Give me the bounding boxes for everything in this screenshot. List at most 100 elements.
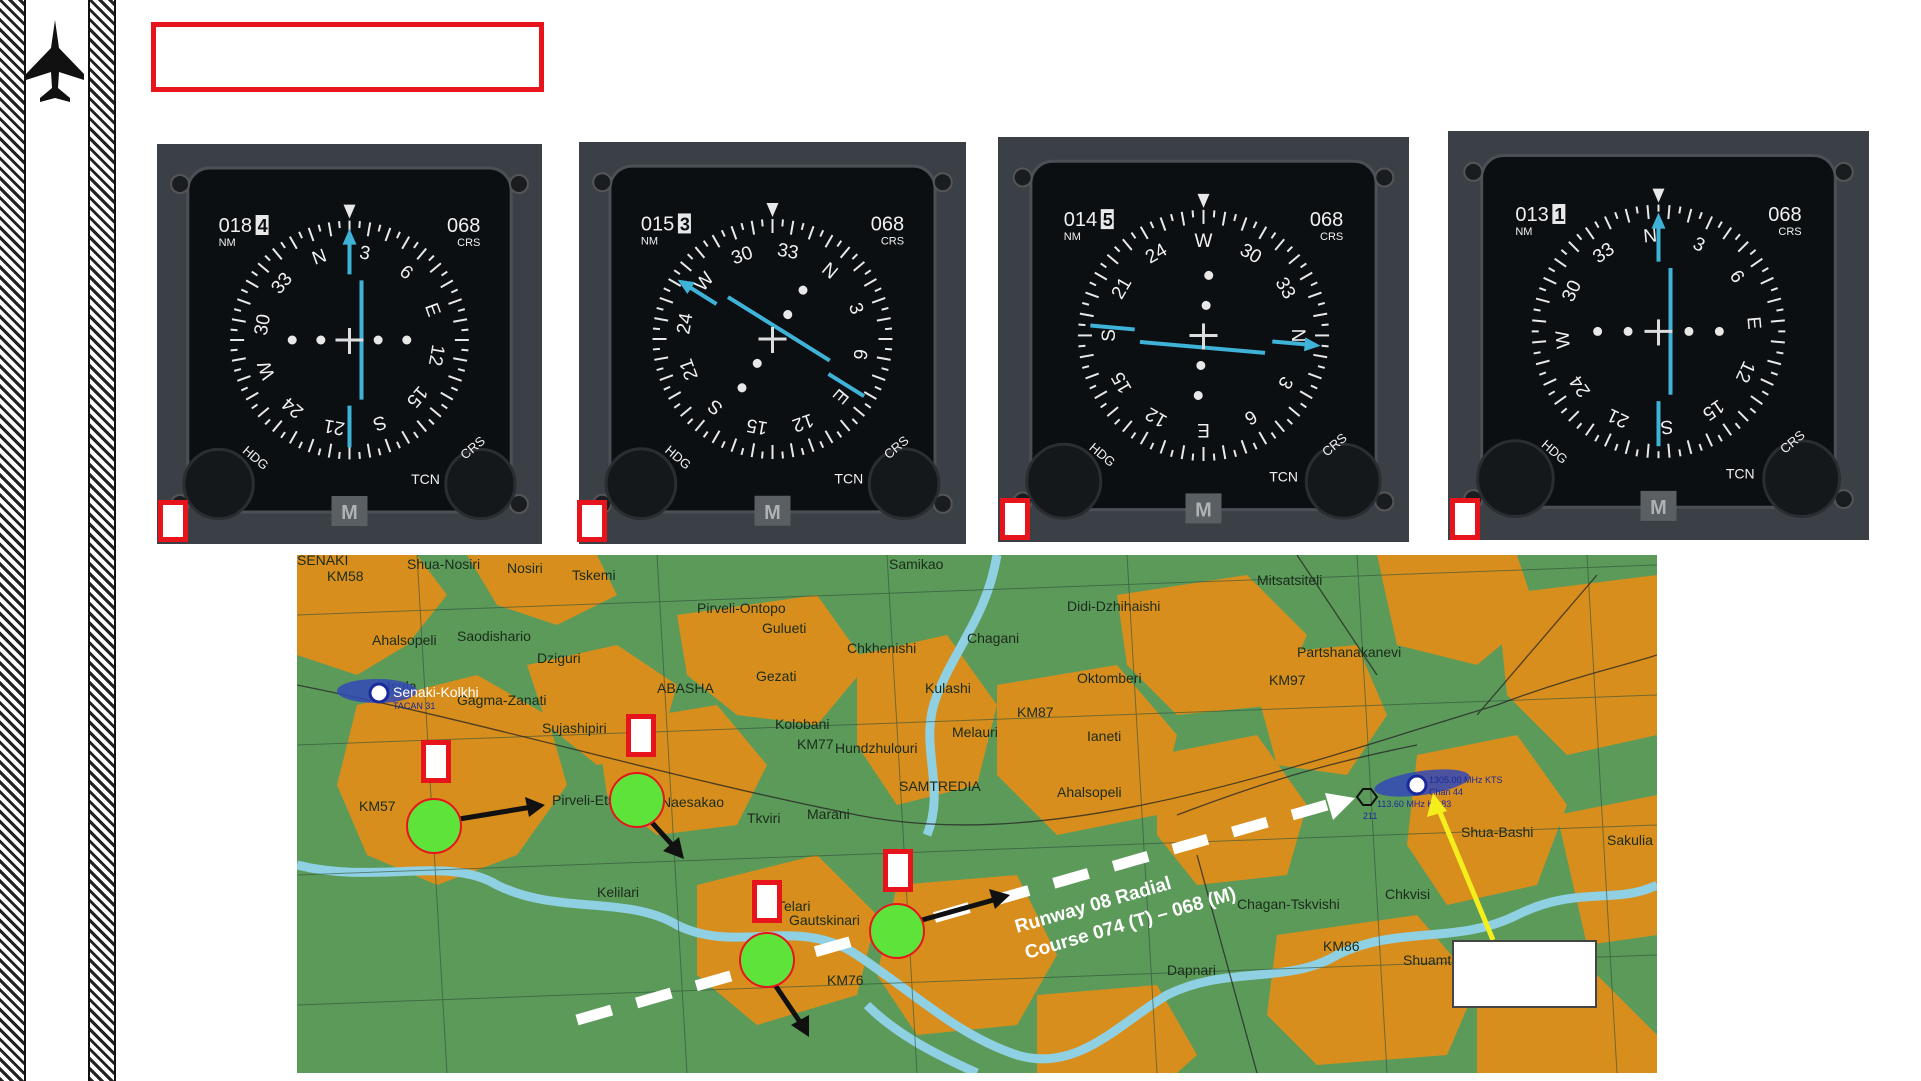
mode-button	[331, 496, 368, 526]
svg-text:N: N	[1287, 329, 1308, 343]
waypoint-3	[739, 932, 809, 1037]
svg-text:E: E	[1742, 316, 1764, 330]
svg-text:33: 33	[776, 240, 800, 264]
distance-readout: 018	[219, 215, 252, 237]
map-place-label: Samikao	[889, 556, 944, 572]
map-place-label: Chkhenishi	[847, 640, 916, 656]
map-place-label: Didi-Dzhihaishi	[1067, 598, 1160, 614]
lubber-line	[1197, 193, 1210, 208]
distance-last-digit: 5	[1103, 210, 1113, 230]
map-place-label: Shuamta	[1403, 952, 1459, 968]
course-needle	[677, 279, 866, 398]
course-readout: 068	[1310, 209, 1343, 231]
svg-text:W: W	[1195, 231, 1213, 252]
course-readout: 068	[447, 215, 480, 237]
crs-label: CRS	[457, 237, 480, 249]
airfield-west-sub: TACAN 31	[393, 701, 435, 711]
tcn-label: TCN	[411, 471, 440, 487]
map-place-label: KM57	[359, 798, 396, 814]
instrument-callout-2	[577, 500, 607, 542]
distance-last-digit-box	[1552, 203, 1566, 224]
tcn-label: TCN	[834, 471, 863, 487]
map-callout-4	[883, 849, 913, 892]
map-place-label: Kolobani	[775, 716, 830, 732]
crs-knob	[1304, 442, 1382, 520]
map-place-label: KM86	[1323, 938, 1360, 954]
svg-text:N: N	[1642, 225, 1658, 247]
map-place-label: KM87	[1017, 704, 1054, 720]
distance-readout: 013	[1515, 204, 1548, 226]
nm-label: NM	[641, 235, 658, 247]
map-place-label: Ahalsopeli	[372, 632, 437, 648]
svg-text:W: W	[1552, 330, 1574, 350]
map-place-label: Chagani	[967, 630, 1019, 646]
svg-text:24: 24	[673, 311, 697, 336]
crs-label: CRS	[881, 235, 904, 247]
map-place-label: Chagan-Tskvishi	[1237, 896, 1340, 912]
map-place-label: Gulueti	[762, 620, 806, 636]
map-place-label: Ianeti	[1087, 728, 1121, 744]
map-place-label: Gautskinari	[789, 912, 860, 928]
lubber-line	[766, 203, 779, 218]
hsi-panel-1: M N 3 6 E 12 15 S 21 24 W 30 33 018 4 NM 068 CRS HDG TCN CRS	[157, 144, 542, 544]
hdg-knob	[1475, 439, 1555, 519]
crs-label: CRS	[1320, 231, 1343, 243]
svg-text:S: S	[1099, 329, 1120, 342]
bezel-screw	[1012, 167, 1033, 188]
mode-button-label: M	[341, 502, 358, 524]
map-place-label: KM77	[797, 736, 834, 752]
title-callout-box	[151, 22, 544, 92]
map-place-label: Dziguri	[537, 650, 581, 666]
distance-last-digit-box	[255, 215, 269, 235]
svg-text:12: 12	[424, 343, 448, 367]
hsi-panel-4: M N 3 6 E 12 15 S 21 24 W 30 33 013 1 NM 068 CRS HDG TCN CRS	[1448, 131, 1869, 540]
mode-button-label: M	[764, 502, 781, 524]
map-place-label: Kulashi	[925, 680, 971, 696]
map-callout-2	[626, 714, 656, 757]
course-readout: 068	[1768, 204, 1801, 226]
svg-text:6: 6	[848, 347, 871, 361]
crs-knob	[444, 447, 517, 521]
map-place-label: KM58	[327, 568, 364, 584]
bezel-screw	[932, 172, 953, 193]
map-callout-1	[421, 740, 451, 783]
map-place-label: Hundzhulouri	[835, 740, 918, 756]
map-place-label: Nosiri	[507, 560, 543, 576]
svg-text:15: 15	[745, 414, 769, 438]
map-place-label: Partshanakanevi	[1297, 644, 1401, 660]
map-place-label: Sujashipiri	[542, 720, 607, 736]
mode-button-label: M	[1195, 499, 1212, 521]
svg-text:N: N	[309, 245, 329, 269]
map-place-label: Sakulia	[1607, 832, 1653, 848]
hdg-knob	[182, 447, 255, 521]
map-place-label: SENAKI	[297, 555, 348, 568]
hdg-knob	[1025, 442, 1103, 520]
tcn-label: TCN	[1269, 468, 1298, 484]
svg-text:S: S	[1660, 415, 1674, 437]
map-place-label: KM76	[827, 972, 864, 988]
navigation-map: SENAKI KM58 Shua-Nosiri Nosiri Tskemi Samikao…	[297, 555, 1657, 1073]
bezel-screw	[1833, 161, 1854, 182]
map-place-label: Kelilari	[597, 884, 639, 900]
waypoint-2	[609, 772, 684, 859]
airfield-east-line2: Chan 44	[1429, 787, 1463, 797]
map-place-label: SAMTREDIA	[899, 778, 981, 794]
map-place-label: Tskemi	[572, 567, 616, 583]
left-hatched-rail	[0, 0, 26, 1081]
map-place-label: Saodishario	[457, 628, 531, 644]
mode-button	[754, 495, 791, 526]
nm-label: NM	[1515, 226, 1532, 238]
svg-text:3: 3	[358, 242, 372, 265]
distance-last-digit: 4	[258, 216, 268, 236]
map-place-label: Telari	[777, 898, 810, 914]
hsi-panel-3: M N 3 6 E 12 15 S 21 24 W 30 33 014 5 NM 068 CRS HDG TCN CRS	[998, 137, 1409, 542]
map-place-label: Gagma-Zanati	[457, 692, 546, 708]
map-rivers	[297, 555, 1657, 1073]
map-roads	[297, 555, 1657, 1073]
distance-last-digit-box	[1100, 209, 1114, 230]
map-place-label: Dapnari	[1167, 962, 1216, 978]
airfield-west-marker	[337, 679, 417, 704]
hsi-panel-2: M N 3 6 E 12 15 S 21 24 W 30 33 015 3 NM 068 CRS HDG TCN CRS	[579, 142, 966, 544]
instrument-callout-1	[158, 500, 188, 542]
hdg-knob	[604, 447, 678, 521]
